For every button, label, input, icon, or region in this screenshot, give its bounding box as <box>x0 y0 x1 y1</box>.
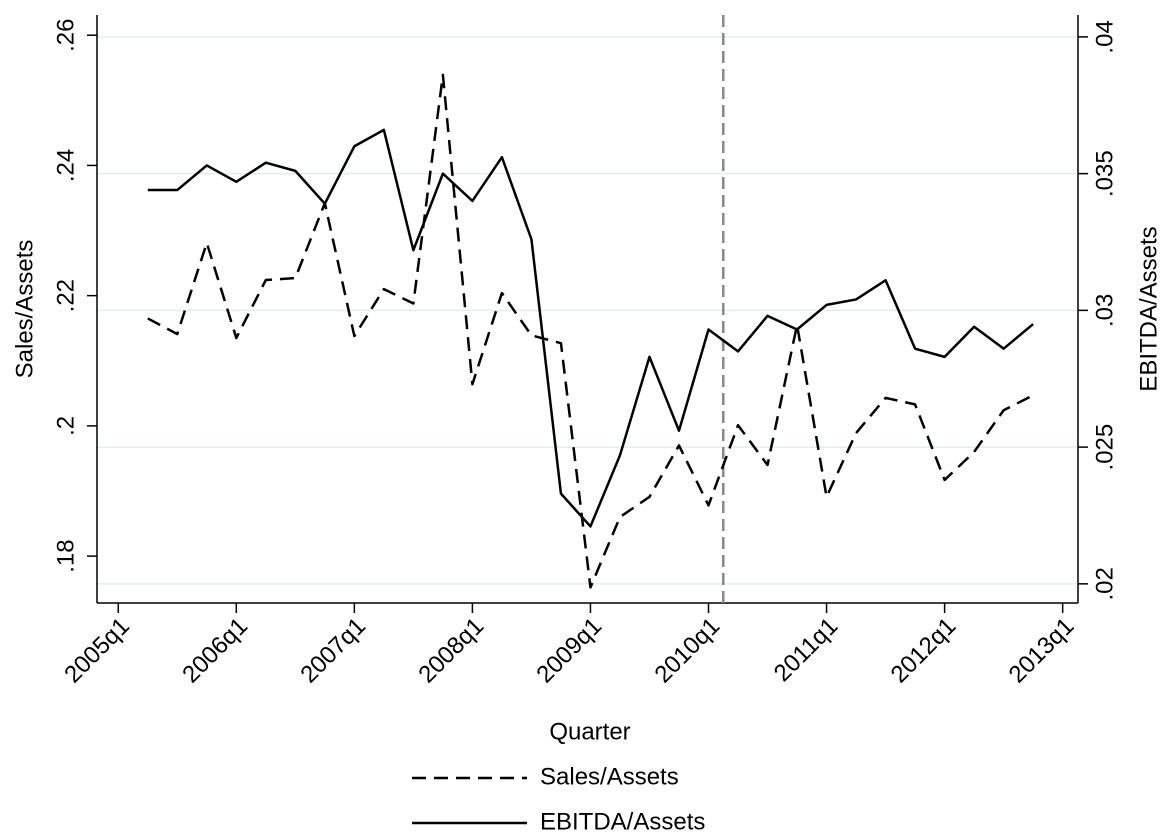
series-line <box>147 128 1034 528</box>
x-tick-label: 2011q1 <box>769 613 843 687</box>
y-tick-label: .18 <box>52 539 79 572</box>
y2-tick-label: .035 <box>1091 150 1118 197</box>
y-tick-label: .24 <box>52 149 79 182</box>
y2-axis-title: EBITDA/Assets <box>1135 226 1162 391</box>
x-tick-label: 2009q1 <box>531 613 607 689</box>
x-tick-label: 2007q1 <box>295 613 371 689</box>
x-tick-label: 2008q1 <box>413 613 489 689</box>
y-tick-label: .2 <box>52 416 79 436</box>
x-tick-label: 2006q1 <box>177 613 253 689</box>
y-axis-title: Sales/Assets <box>11 240 38 379</box>
x-tick-label: 2005q1 <box>59 613 135 689</box>
legend-label: EBITDA/Assets <box>540 808 705 835</box>
x-tick-label: 2010q1 <box>650 613 726 689</box>
x-axis-title: Quarter <box>549 718 630 745</box>
y2-tick-label: .02 <box>1091 567 1118 600</box>
series-line <box>147 73 1034 589</box>
y2-tick-label: .025 <box>1091 424 1118 471</box>
y-tick-label: .22 <box>52 279 79 312</box>
y2-tick-label: .03 <box>1091 294 1118 327</box>
y2-tick-label: .04 <box>1091 20 1118 53</box>
x-tick-label: 2013q1 <box>1004 613 1080 689</box>
x-tick-label: 2012q1 <box>886 613 962 689</box>
y-tick-label: .26 <box>52 18 79 51</box>
legend-label: Sales/Assets <box>540 763 679 790</box>
